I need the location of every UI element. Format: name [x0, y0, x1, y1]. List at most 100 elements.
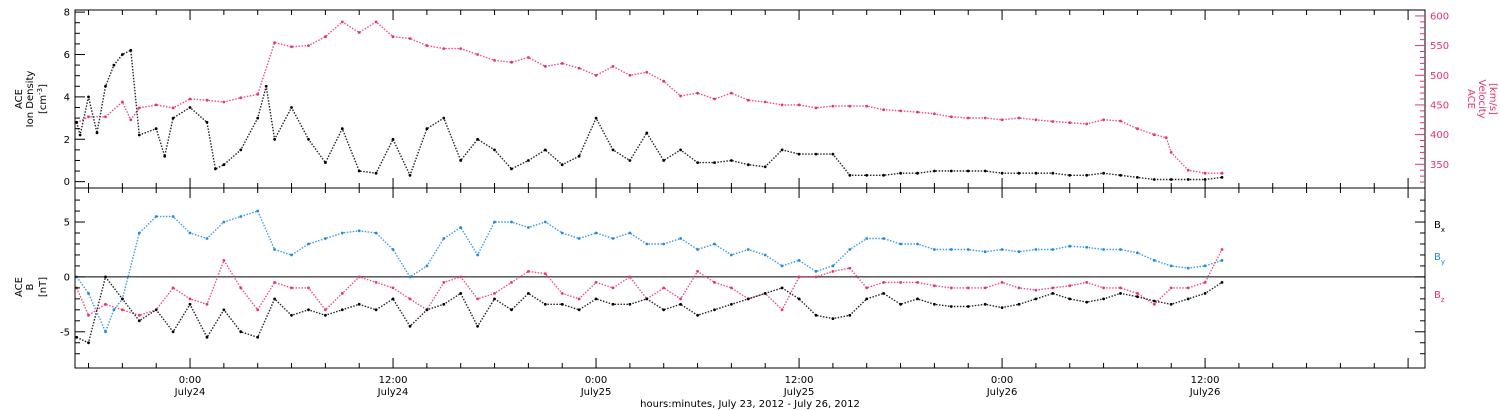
density-axis-label-line2: Ion Density — [25, 71, 36, 128]
black-data-point — [121, 297, 124, 301]
black-series-line — [76, 49, 1223, 181]
pink-data-point — [324, 308, 327, 312]
black-data-point — [425, 308, 429, 312]
pink-data-point — [442, 47, 446, 50]
black-data-point — [425, 127, 429, 131]
blue-data-point — [611, 237, 615, 240]
black-data-point — [239, 330, 243, 334]
black-data-point — [797, 297, 801, 301]
pink-data-point — [966, 116, 970, 120]
blue-data-point — [966, 248, 970, 251]
blue-data-point — [112, 308, 116, 312]
x-tick-time-label: 0:00 — [585, 375, 607, 386]
pink-data-point — [1085, 122, 1089, 126]
x-tick-time-label: 0:00 — [991, 375, 1013, 386]
blue-data-point — [357, 229, 361, 233]
black-data-point — [1169, 302, 1173, 306]
time-axis-ticks: 0:00July2412:00July240:00July2512:00July… — [88, 10, 1409, 398]
black-data-point — [442, 302, 446, 306]
pink-data-point — [188, 97, 192, 101]
plasma-panel: 0 2 4 6 8 350 400 450 500 550 600 ACE Ion Density… — [14, 8, 1498, 189]
blue-data-point — [916, 242, 919, 246]
black-data-point — [104, 275, 107, 279]
black-data-point — [340, 308, 344, 312]
x-tick-date-label: July24 — [377, 387, 409, 398]
blue-data-point — [273, 248, 276, 251]
pink-data-point — [137, 106, 141, 110]
black-data-point — [746, 163, 750, 167]
black-data-point — [290, 106, 293, 109]
pink-data-point — [611, 65, 615, 68]
black-data-point — [95, 131, 99, 135]
black-data-point — [75, 335, 79, 339]
pink-data-point — [1017, 286, 1021, 290]
black-data-point — [594, 297, 598, 301]
black-data-point — [408, 324, 412, 328]
x-tick-date-label: July25 — [580, 387, 612, 398]
pink-data-point — [129, 118, 133, 122]
pink-data-point — [848, 266, 852, 270]
pink-data-point — [1051, 286, 1055, 290]
magnetic-panel-marks — [75, 209, 1224, 345]
legend-entry-y: By — [1434, 252, 1445, 266]
pink-data-point — [205, 302, 209, 306]
pink-data-point — [594, 73, 598, 77]
pink-data-point — [205, 98, 209, 102]
black-data-point — [1034, 297, 1038, 301]
blue-data-point — [222, 220, 226, 224]
pink-data-point — [1119, 119, 1122, 123]
pink-data-point — [222, 259, 226, 262]
black-data-point — [205, 120, 209, 124]
black-data-point — [324, 313, 327, 317]
black-data-point — [1051, 292, 1055, 295]
time-axis-label: hours:minutes, July 23, 2012 - July 26, … — [640, 399, 860, 410]
pink-data-point — [831, 270, 835, 273]
pink-data-point — [459, 47, 463, 50]
blue-data-point — [137, 231, 141, 235]
black-data-point — [713, 161, 716, 165]
blue-data-point — [239, 215, 243, 218]
velocity-tick-label: 500 — [1430, 71, 1449, 82]
pink-data-point — [357, 31, 361, 34]
blue-data-point — [831, 264, 835, 268]
pink-data-point — [628, 73, 632, 77]
black-data-point — [476, 324, 479, 328]
black-data-point — [949, 169, 953, 173]
black-data-point — [933, 169, 936, 173]
velocity-tick-label: 350 — [1430, 160, 1449, 171]
black-data-point — [1203, 292, 1207, 295]
plasma-panel-frame — [74, 9, 1426, 189]
velocity-tick-label: 600 — [1430, 11, 1449, 22]
pink-data-point — [510, 60, 513, 64]
black-data-point — [527, 159, 530, 162]
black-data-point — [814, 313, 818, 317]
b-axis-label-line1: ACE — [14, 277, 25, 297]
pink-data-point — [713, 97, 716, 101]
velocity-axis-label-line2: Velocity — [1476, 79, 1487, 118]
pink-data-point — [713, 281, 716, 284]
black-data-point — [137, 133, 141, 137]
pink-data-point — [577, 66, 581, 70]
black-data-point — [1152, 178, 1156, 181]
pink-data-point — [171, 106, 175, 110]
pink-data-point — [1152, 302, 1156, 306]
blue-data-point — [645, 242, 649, 246]
black-data-point — [763, 292, 767, 295]
black-data-point — [214, 167, 217, 171]
black-data-point — [171, 116, 175, 120]
blue-data-point — [1220, 259, 1224, 262]
black-data-point — [628, 159, 632, 162]
black-data-point — [171, 330, 175, 334]
density-tick-label: 2 — [64, 135, 70, 146]
b-axis-right-ticks — [1415, 199, 1425, 355]
pink-data-point — [983, 116, 987, 120]
legend-entry-base: B — [1434, 220, 1441, 231]
black-data-point — [1017, 302, 1021, 306]
black-data-point — [1017, 171, 1021, 175]
black-data-point — [916, 297, 919, 301]
black-data-point — [408, 173, 412, 177]
pink-data-point — [527, 270, 530, 273]
black-data-point — [510, 167, 513, 171]
black-data-point — [264, 84, 268, 88]
